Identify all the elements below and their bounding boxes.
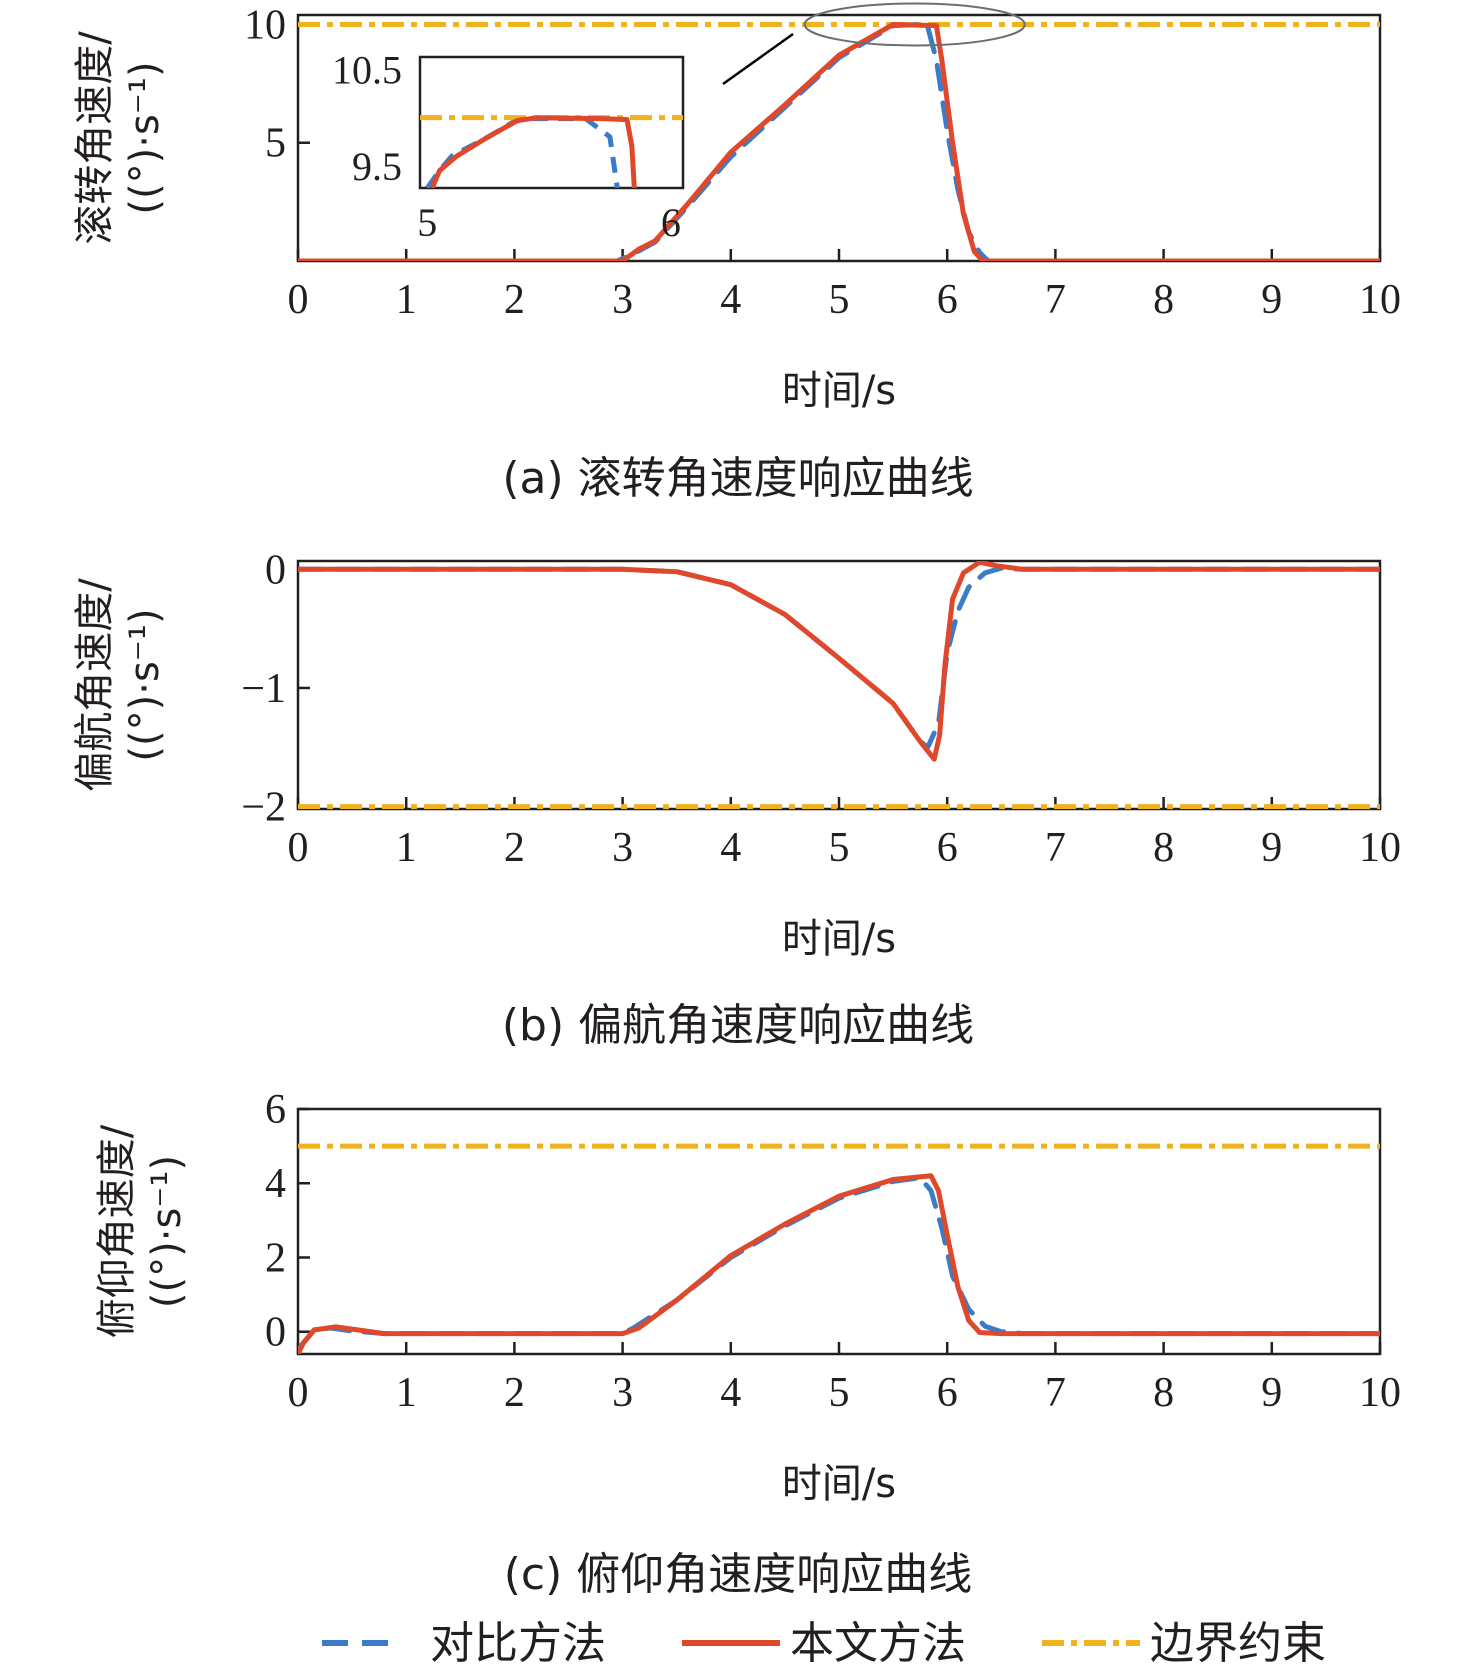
- x-tick-label: 2: [504, 1370, 525, 1416]
- x-tick-label: 5: [829, 1370, 850, 1416]
- plot-area: [298, 561, 1380, 809]
- roll-rate-panel: 0 1 2 3 4 5 6 7 8 9 10 5 10 时间/s 滚转角速度/((°)·s⁻¹) 10.5 9.…: [72, 2, 1401, 414]
- proposed-series-line: [298, 561, 1380, 762]
- zoom-leader-line: [722, 32, 794, 86]
- y-tick-label: 2: [265, 1235, 286, 1281]
- x-tick-label: 3: [612, 1370, 633, 1416]
- x-tick-label: 8: [1153, 825, 1174, 871]
- x-tick-label: 2: [504, 277, 525, 323]
- yaw-rate-panel: 0 1 2 3 4 5 6 7 8 9 10 0 −1 −2 时间/s 偏航角速度/((°)·s⁻¹): [72, 547, 1401, 962]
- inset-x-tick-label: 6: [661, 200, 681, 245]
- pitch-rate-panel: 0 1 2 3 4 5 6 7 8 9 10 0 2 4 6 时间/s 俯仰角速度/((°)·s⁻¹): [94, 1087, 1401, 1507]
- x-axis-title: 时间/s: [782, 1461, 896, 1507]
- legend: 对比方法 本文方法 边界约束: [322, 1618, 1326, 1669]
- y-axis-title-line: ((°)·s⁻¹): [144, 1155, 190, 1308]
- x-tick-label: 8: [1153, 1370, 1174, 1416]
- x-tick-label: 0: [288, 277, 309, 323]
- x-tick-label: 5: [829, 825, 850, 871]
- y-tick-label: 5: [265, 121, 286, 167]
- proposed-series-line: [298, 22, 1380, 261]
- x-tick-label: 9: [1261, 825, 1282, 871]
- inset-x-tick-label: 5: [417, 200, 437, 245]
- caption-c: (c) 俯仰角速度响应曲线: [504, 1549, 973, 1600]
- plot-frame: [296, 1107, 1382, 1356]
- caption-a: (a) 滚转角速度响应曲线: [502, 453, 973, 504]
- x-tick-label: 6: [937, 277, 958, 323]
- x-tick-label: 5: [829, 277, 850, 323]
- legend-boundary-label: 边界约束: [1150, 1618, 1326, 1669]
- plot-area: [298, 1143, 1380, 1354]
- legend-proposed-label: 本文方法: [790, 1618, 966, 1669]
- x-tick-label: 1: [396, 277, 417, 323]
- x-tick-label: 7: [1045, 825, 1066, 871]
- x-tick-label: 0: [288, 1370, 309, 1416]
- y-tick-label: 0: [265, 1310, 286, 1356]
- y-tick-label: 4: [265, 1161, 286, 1207]
- y-axis-title-line: ((°)·s⁻¹): [122, 61, 168, 214]
- inset-plot-area: [420, 115, 683, 188]
- y-tick-label: −2: [241, 785, 286, 831]
- y-tick-label: 0: [265, 547, 286, 593]
- x-tick-label: 6: [937, 1370, 958, 1416]
- x-tick-label: 0: [288, 825, 309, 871]
- x-tick-label: 6: [937, 825, 958, 871]
- x-axis-title: 时间/s: [782, 916, 896, 962]
- x-tick-label: 9: [1261, 277, 1282, 323]
- x-tick-label: 1: [396, 1370, 417, 1416]
- y-axis-title-line: 滚转角速度/: [72, 31, 118, 245]
- y-axis-title-line: 偏航角速度/: [72, 578, 118, 792]
- plot-area: [298, 21, 1380, 261]
- y-tick-label: 6: [265, 1087, 286, 1133]
- inset-y-tick-label: 9.5: [352, 144, 402, 189]
- x-tick-label: 4: [720, 277, 741, 323]
- x-tick-label: 10: [1359, 277, 1401, 323]
- x-tick-label: 3: [612, 825, 633, 871]
- inset-proposed-series-line: [429, 115, 637, 188]
- x-tick-label: 7: [1045, 277, 1066, 323]
- x-tick-label: 10: [1359, 1370, 1401, 1416]
- inset-frame: [418, 55, 685, 190]
- zoom-highlight-ellipse: [803, 2, 1026, 47]
- x-axis-title: 时间/s: [782, 368, 896, 414]
- x-tick-label: 9: [1261, 1370, 1282, 1416]
- x-tick-label: 10: [1359, 825, 1401, 871]
- x-tick-label: 4: [720, 1370, 741, 1416]
- y-axis-title-line: ((°)·s⁻¹): [122, 608, 168, 761]
- x-tick-label: 4: [720, 825, 741, 871]
- zoom-inset: 10.5 9.5 5 6: [332, 48, 685, 245]
- x-tick-label: 3: [612, 277, 633, 323]
- x-tick-label: 1: [396, 825, 417, 871]
- x-tick-label: 2: [504, 825, 525, 871]
- legend-compare-label: 对比方法: [430, 1618, 606, 1669]
- y-tick-label: −1: [241, 666, 286, 712]
- y-tick-label: 10: [244, 2, 286, 48]
- caption-b: (b) 偏航角速度响应曲线: [502, 1000, 974, 1051]
- x-tick-label: 7: [1045, 1370, 1066, 1416]
- x-tick-label: 8: [1153, 277, 1174, 323]
- y-axis-title-line: 俯仰角速度/: [94, 1124, 140, 1338]
- proposed-series-line: [298, 1173, 1380, 1354]
- inset-y-tick-label: 10.5: [332, 48, 402, 93]
- plot-frame: [296, 559, 1382, 811]
- compare-series-line: [298, 1175, 1380, 1353]
